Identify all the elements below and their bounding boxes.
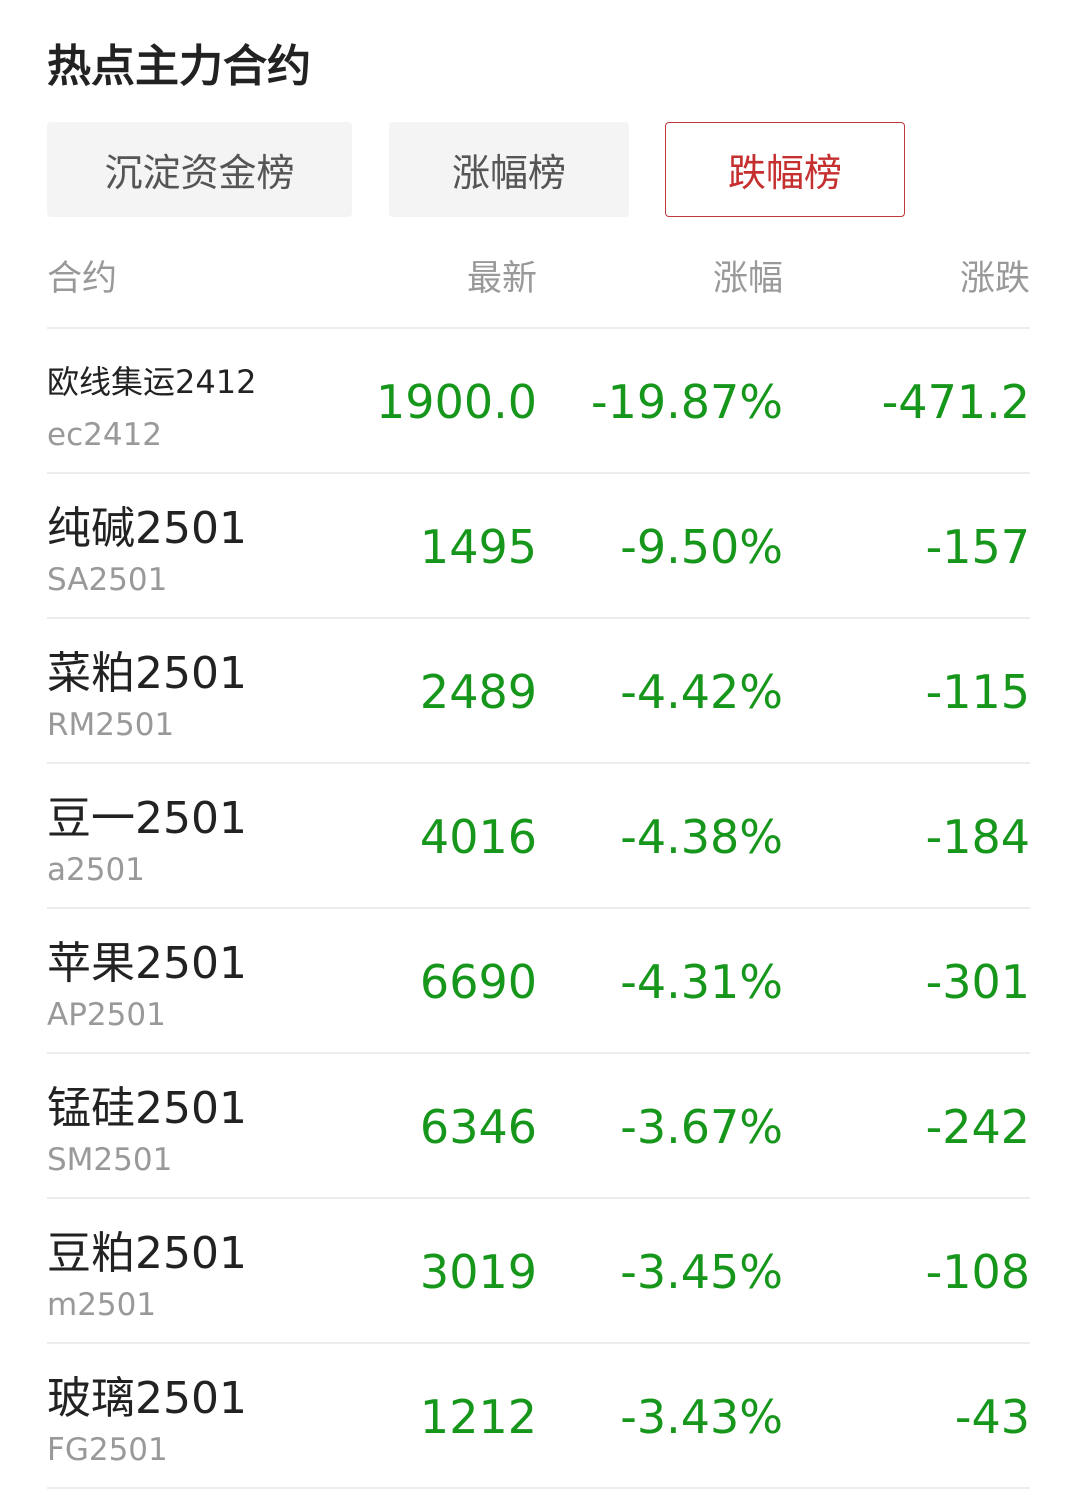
row-divider — [47, 1342, 1030, 1344]
row-divider — [47, 762, 1030, 764]
change-amount: -108 — [925, 1245, 1030, 1299]
change-amount: -157 — [925, 520, 1030, 574]
column-header-last[interactable]: 最新 — [466, 259, 537, 299]
last-price: 1212 — [419, 1390, 537, 1444]
table-row[interactable]: 豆一2501 a2501 4016 -4.38% -184 — [0, 762, 1078, 907]
row-divider — [47, 1052, 1030, 1054]
row-divider — [47, 327, 1030, 329]
contract-code: SA2501 — [47, 562, 168, 598]
change-amount: -471.2 — [881, 375, 1030, 429]
contract-code: FG2501 — [47, 1432, 168, 1468]
tab-losers[interactable]: 跌幅榜 — [665, 122, 905, 217]
change-percent: -4.38% — [620, 810, 783, 864]
table-row[interactable]: 欧线集运2412 ec2412 1900.0 -19.87% -471.2 — [0, 327, 1078, 472]
contract-code: m2501 — [47, 1287, 157, 1323]
last-price: 2489 — [419, 665, 537, 719]
contract-name: 菜粕2501 — [47, 648, 247, 699]
contract-name: 纯碱2501 — [47, 503, 247, 554]
change-amount: -242 — [925, 1100, 1030, 1154]
last-price: 6346 — [419, 1100, 537, 1154]
last-price: 4016 — [419, 810, 537, 864]
contract-code: SM2501 — [47, 1142, 173, 1178]
tab-settled-funds[interactable]: 沉淀资金榜 — [47, 122, 352, 217]
table-row[interactable]: 菜粕2501 RM2501 2489 -4.42% -115 — [0, 617, 1078, 762]
table-row[interactable]: 苹果2501 AP2501 6690 -4.31% -301 — [0, 907, 1078, 1052]
contract-name: 玻璃2501 — [47, 1373, 247, 1424]
column-header-contract[interactable]: 合约 — [47, 259, 118, 299]
last-price: 1900.0 — [376, 375, 537, 429]
row-divider — [47, 617, 1030, 619]
change-amount: -301 — [925, 955, 1030, 1009]
last-price: 3019 — [419, 1245, 537, 1299]
contract-name: 锰硅2501 — [47, 1083, 247, 1134]
contract-name: 豆一2501 — [47, 793, 247, 844]
row-divider — [47, 1197, 1030, 1199]
table-row[interactable]: 纯碱2501 SA2501 1495 -9.50% -157 — [0, 472, 1078, 617]
last-price: 6690 — [419, 955, 537, 1009]
change-percent: -19.87% — [591, 375, 783, 429]
table-row[interactable]: 玻璃2501 FG2501 1212 -3.43% -43 — [0, 1342, 1078, 1487]
change-percent: -4.31% — [620, 955, 783, 1009]
table-row[interactable]: 锰硅2501 SM2501 6346 -3.67% -242 — [0, 1052, 1078, 1197]
change-percent: -3.43% — [620, 1390, 783, 1444]
page-title: 热点主力合约 — [47, 41, 311, 92]
row-divider — [47, 1487, 1030, 1489]
change-percent: -9.50% — [620, 520, 783, 574]
contract-name: 豆粕2501 — [47, 1228, 247, 1279]
change-percent: -3.67% — [620, 1100, 783, 1154]
contract-code: RM2501 — [47, 707, 175, 743]
contract-code: ec2412 — [47, 417, 163, 453]
contract-code: AP2501 — [47, 997, 166, 1033]
change-amount: -115 — [925, 665, 1030, 719]
last-price: 1495 — [419, 520, 537, 574]
change-percent: -3.45% — [620, 1245, 783, 1299]
row-divider — [47, 472, 1030, 474]
row-divider — [47, 907, 1030, 909]
change-percent: -4.42% — [620, 665, 783, 719]
contract-name: 欧线集运2412 — [47, 363, 257, 401]
contract-code: a2501 — [47, 852, 145, 888]
column-header-change[interactable]: 涨跌 — [959, 259, 1030, 299]
table-row[interactable]: 豆粕2501 m2501 3019 -3.45% -108 — [0, 1197, 1078, 1342]
change-amount: -43 — [954, 1390, 1030, 1444]
tab-gainers[interactable]: 涨幅榜 — [389, 122, 629, 217]
contract-name: 苹果2501 — [47, 938, 247, 989]
change-amount: -184 — [925, 810, 1030, 864]
column-header-pct[interactable]: 涨幅 — [712, 259, 783, 299]
